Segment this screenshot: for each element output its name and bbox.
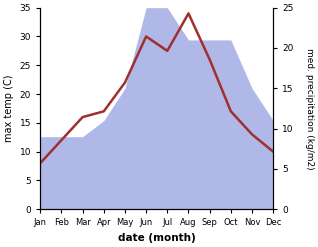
- Y-axis label: med. precipitation (kg/m2): med. precipitation (kg/m2): [305, 48, 314, 169]
- Y-axis label: max temp (C): max temp (C): [4, 75, 14, 142]
- X-axis label: date (month): date (month): [118, 233, 196, 243]
